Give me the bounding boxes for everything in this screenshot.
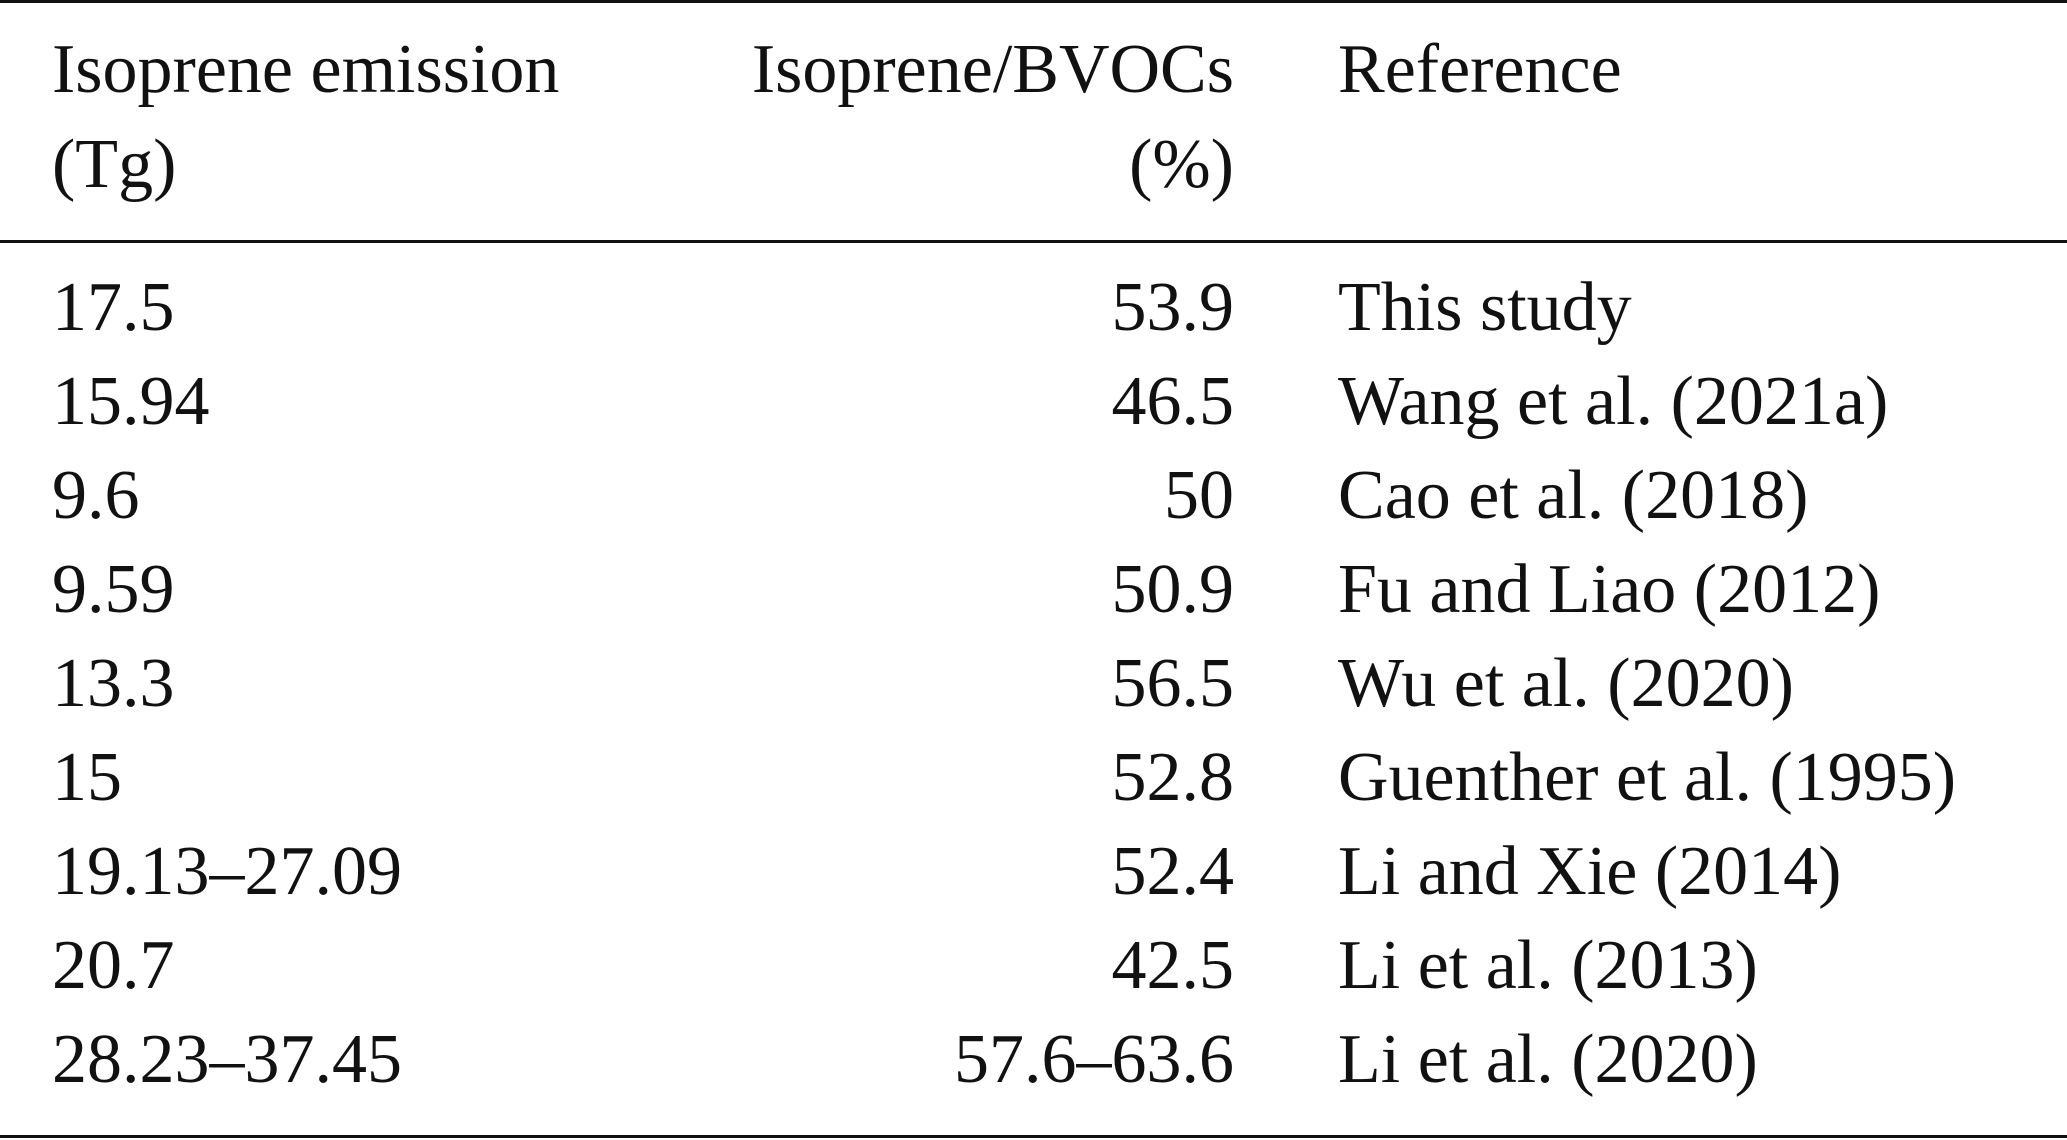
ratio-cell: 42.5 — [1111, 927, 1235, 1004]
reference-cell: Li et al. (2013) — [1338, 927, 1758, 1004]
table-row: 28.23–37.45 57.6–63.6 Li et al. (2020) — [0, 1020, 2067, 1100]
emission-cell: 9.6 — [52, 457, 140, 534]
emission-cell: 19.13–27.09 — [52, 833, 402, 910]
emission-cell: 28.23–37.45 — [52, 1021, 402, 1098]
table-row: 19.13–27.09 52.4 Li and Xie (2014) — [0, 832, 2067, 912]
ratio-cell: 46.5 — [1111, 363, 1235, 440]
table-row: 13.3 56.5 Wu et al. (2020) — [0, 644, 2067, 724]
emission-cell: 9.59 — [52, 551, 175, 628]
header-emission: Isoprene emission — [52, 31, 560, 108]
emission-cell: 17.5 — [52, 269, 175, 346]
emission-cell: 15 — [52, 739, 122, 816]
reference-cell: Wu et al. (2020) — [1338, 645, 1794, 722]
header-row-units: (Tg) (%) — [0, 125, 2067, 205]
header-reference: Reference — [1338, 31, 1622, 108]
header-emission-unit: (Tg) — [52, 126, 177, 203]
reference-cell: Guenther et al. (1995) — [1338, 739, 1957, 816]
header-row: Isoprene emission Isoprene/BVOCs Referen… — [0, 30, 2067, 110]
table-row: 15.94 46.5 Wang et al. (2021a) — [0, 362, 2067, 442]
reference-cell: This study — [1338, 269, 1632, 346]
ratio-cell: 52.4 — [1111, 833, 1235, 910]
table-row: 17.5 53.9 This study — [0, 268, 2067, 348]
ratio-cell: 56.5 — [1111, 645, 1235, 722]
reference-cell: Li et al. (2020) — [1338, 1021, 1758, 1098]
top-rule — [0, 0, 2067, 3]
table-row: 15 52.8 Guenther et al. (1995) — [0, 738, 2067, 818]
table-row: 9.59 50.9 Fu and Liao (2012) — [0, 550, 2067, 630]
bottom-rule — [0, 1135, 2067, 1138]
ratio-cell: 50 — [1164, 457, 1234, 534]
header-rule — [0, 240, 2067, 243]
reference-cell: Cao et al. (2018) — [1338, 457, 1809, 534]
table-row: 20.7 42.5 Li et al. (2013) — [0, 926, 2067, 1006]
ratio-cell: 50.9 — [1111, 551, 1235, 628]
header-ratio: Isoprene/BVOCs — [751, 31, 1234, 108]
emission-cell: 15.94 — [52, 363, 210, 440]
ratio-cell: 52.8 — [1111, 739, 1235, 816]
emission-cell: 20.7 — [52, 927, 175, 1004]
ratio-cell: 53.9 — [1111, 269, 1235, 346]
emission-cell: 13.3 — [52, 645, 175, 722]
header-ratio-unit: (%) — [1129, 126, 1234, 203]
reference-cell: Li and Xie (2014) — [1338, 833, 1842, 910]
reference-cell: Fu and Liao (2012) — [1338, 551, 1881, 628]
table-row: 9.6 50 Cao et al. (2018) — [0, 456, 2067, 536]
reference-cell: Wang et al. (2021a) — [1338, 363, 1889, 440]
ratio-cell: 57.6–63.6 — [954, 1021, 1234, 1098]
